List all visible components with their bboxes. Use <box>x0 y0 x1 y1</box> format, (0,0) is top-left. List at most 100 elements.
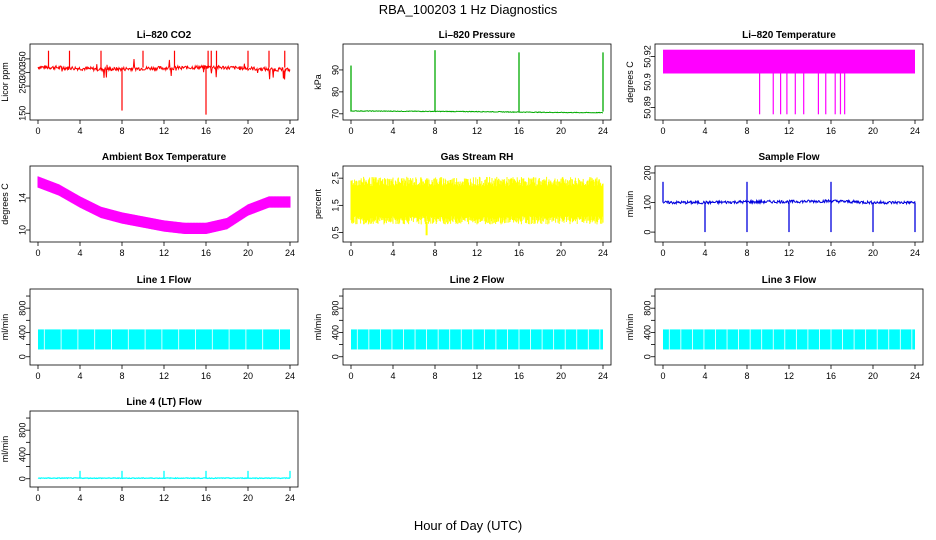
panel-3-xtick-label: 12 <box>784 126 794 136</box>
panel-4-xtick-label: 8 <box>119 248 124 258</box>
panel-1-ytick-label: 150 <box>17 106 27 121</box>
panel-5-ytick-label: 0.5 <box>330 226 340 239</box>
panel-4-xtick-label: 16 <box>201 248 211 258</box>
panel-4-ylabel: degrees C <box>0 183 10 225</box>
panel-6-xtick-label: 20 <box>868 248 878 258</box>
panel-2-xtick-label: 16 <box>514 126 524 136</box>
panel-4-xtick-label: 0 <box>35 248 40 258</box>
panel-1-series <box>37 59 291 80</box>
panel-4-xtick-label: 20 <box>243 248 253 258</box>
panel-4-ytick-label: 14 <box>17 193 27 203</box>
panel-8-xtick-label: 20 <box>556 371 566 381</box>
panel-5-xtick-label: 16 <box>514 248 524 258</box>
panel-2-title: Li–820 Pressure <box>439 30 516 41</box>
panel-1-ylabel: Licor ppm <box>0 62 10 102</box>
panel-1-xtick-label: 0 <box>35 126 40 136</box>
panel-8-ylabel: ml/min <box>313 314 323 341</box>
panel-5-xtick-label: 20 <box>556 248 566 258</box>
panel-1-ytick-label: 350 <box>17 51 27 66</box>
panel-3-xtick-label: 16 <box>826 126 836 136</box>
panel-2-series <box>350 110 604 114</box>
panel-2-frame <box>342 43 612 121</box>
panel-7-ytick-label: 800 <box>17 301 27 316</box>
panel-8-ytick-label: 800 <box>330 301 340 316</box>
panel-8-ytick-label: 0 <box>330 354 340 359</box>
panel-5-ytick-label: 1.5 <box>330 199 340 212</box>
panel-6-xtick-label: 16 <box>826 248 836 258</box>
panel-1-xtick-label: 4 <box>77 126 82 136</box>
panel-5-xtick-label: 0 <box>348 248 353 258</box>
panel-10-xtick-label: 4 <box>77 493 82 503</box>
panel-6-ylabel: ml/min <box>625 191 635 218</box>
panel-2-ytick-label: 80 <box>330 87 340 97</box>
panel-6-xtick-label: 8 <box>744 248 749 258</box>
x-axis-title: Hour of Day (UTC) <box>413 518 523 533</box>
panel-8-xtick-label: 12 <box>472 371 482 381</box>
panel-3-xtick-label: 4 <box>702 126 707 136</box>
panel-2-xtick-label: 8 <box>432 126 437 136</box>
panel-8-xtick-label: 24 <box>598 371 608 381</box>
panel-5-xtick-label: 8 <box>432 248 437 258</box>
panel-10-ytick-label: 0 <box>17 476 27 481</box>
panel-1-xtick-label: 16 <box>201 126 211 136</box>
panel-9-xtick-label: 0 <box>660 371 665 381</box>
panel-9-xtick-label: 24 <box>910 371 920 381</box>
panel-8-xtick-label: 0 <box>348 371 353 381</box>
panel-10-ylabel: ml/min <box>0 436 10 463</box>
panel-8-frame <box>342 288 612 366</box>
panel-2-ytick-label: 90 <box>330 65 340 75</box>
panel-10-ytick-label: 400 <box>17 447 27 462</box>
panel-7-xtick-label: 20 <box>243 371 253 381</box>
panel-7-xtick-label: 0 <box>35 371 40 381</box>
panel-2-xtick-label: 0 <box>348 126 353 136</box>
panel-5-title: Gas Stream RH <box>441 152 514 163</box>
panel-3-xtick-label: 8 <box>744 126 749 136</box>
panel-6-xtick-label: 12 <box>784 248 794 258</box>
panel-5-xtick-label: 24 <box>598 248 608 258</box>
panel-9-band <box>663 329 915 350</box>
panel-10-xtick-label: 12 <box>159 493 169 503</box>
panel-2-xtick-label: 24 <box>598 126 608 136</box>
panel-7-frame <box>29 288 299 366</box>
panel-5-xtick-label: 4 <box>390 248 395 258</box>
panel-3-band <box>663 49 915 74</box>
panel-3-ytick-label: 50.89 <box>642 96 652 119</box>
panel-10-ytick-label: 800 <box>17 423 27 438</box>
panel-1-ytick-label: 250 <box>17 79 27 94</box>
panel-7-ytick-label: 0 <box>17 354 27 359</box>
panel-9-ylabel: ml/min <box>625 314 635 341</box>
panel-7-xtick-label: 16 <box>201 371 211 381</box>
figure-title: RBA_100203 1 Hz Diagnostics <box>378 2 558 17</box>
panel-4-xtick-label: 12 <box>159 248 169 258</box>
panel-9-ytick-label: 0 <box>642 354 652 359</box>
panel-7-xtick-label: 24 <box>285 371 295 381</box>
panel-7-ylabel: ml/min <box>0 314 10 341</box>
panel-4-ytick-label: 10 <box>17 225 27 235</box>
panel-1-title: Li–820 CO2 <box>137 30 192 41</box>
panel-9-xtick-label: 12 <box>784 371 794 381</box>
panel-8-xtick-label: 4 <box>390 371 395 381</box>
panel-5-xtick-label: 12 <box>472 248 482 258</box>
panel-1-xtick-label: 20 <box>243 126 253 136</box>
panel-5-ylabel: percent <box>313 188 323 219</box>
panel-7-xtick-label: 12 <box>159 371 169 381</box>
panel-2-xtick-label: 4 <box>390 126 395 136</box>
panel-6-ytick-label: 100 <box>642 195 652 210</box>
panel-2-xtick-label: 12 <box>472 126 482 136</box>
panel-1-xtick-label: 8 <box>119 126 124 136</box>
panel-8-xtick-label: 8 <box>432 371 437 381</box>
panel-7-band <box>38 329 290 350</box>
panel-1-frame <box>29 43 299 121</box>
panel-1-xtick-label: 12 <box>159 126 169 136</box>
panel-9-ytick-label: 800 <box>642 301 652 316</box>
panel-9-title: Line 3 Flow <box>762 275 817 286</box>
panel-4-title: Ambient Box Temperature <box>102 152 227 163</box>
panel-7-xtick-label: 4 <box>77 371 82 381</box>
panel-5-ytick-label: 2.5 <box>330 172 340 185</box>
panel-9-xtick-label: 16 <box>826 371 836 381</box>
panel-3-ytick-label: 50.92 <box>642 45 652 68</box>
panel-6-xtick-label: 4 <box>702 248 707 258</box>
panel-3-xtick-label: 24 <box>910 126 920 136</box>
panel-8-xtick-label: 16 <box>514 371 524 381</box>
